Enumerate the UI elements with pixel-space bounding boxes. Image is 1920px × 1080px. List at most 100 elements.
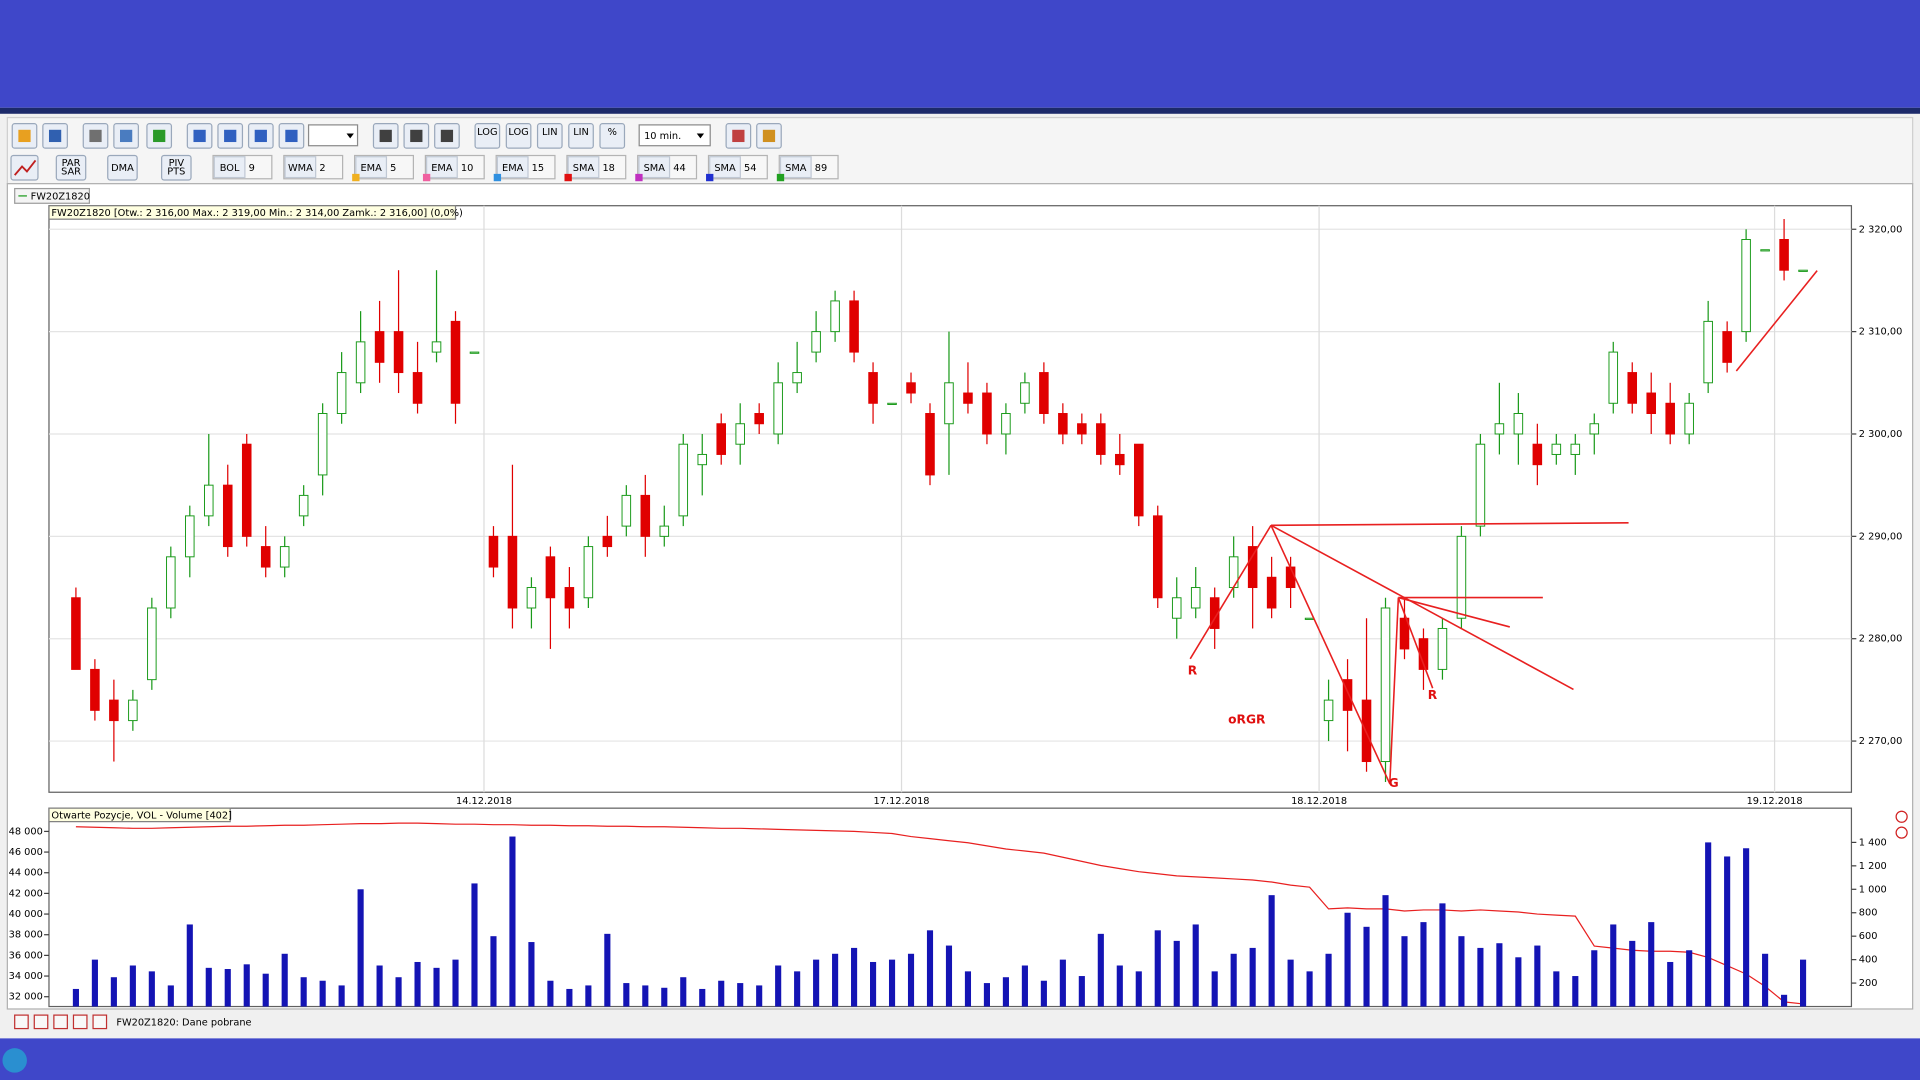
volume-bar <box>395 977 402 1007</box>
drawings <box>1189 270 1818 785</box>
candle-body <box>469 351 480 354</box>
y-tick-label: 34 000 <box>9 971 43 982</box>
toolbar-icon <box>440 129 454 143</box>
tool-label: PTS <box>167 166 185 177</box>
volume-bar <box>224 969 231 1007</box>
toolbar-button[interactable] <box>474 123 501 149</box>
x-tick-label: 14.12.2018 <box>456 796 512 807</box>
timeframe-select[interactable] <box>638 124 711 147</box>
candle-body <box>1760 249 1770 252</box>
toolbar-icon <box>410 129 423 143</box>
volume-bar <box>1401 936 1408 1007</box>
candle-body <box>355 341 366 384</box>
y-tick-label: 48 000 <box>9 826 43 837</box>
trend-line <box>1270 524 1391 785</box>
candle-body <box>1646 392 1656 414</box>
toolbar-icon <box>120 129 133 143</box>
scale-button-label: LIN <box>542 127 558 138</box>
toolbar-button[interactable] <box>107 154 138 181</box>
indicator-name-box <box>284 156 317 179</box>
indicator-period: 89 <box>815 163 827 174</box>
candle-body <box>792 372 802 384</box>
volume-bar <box>964 971 972 1007</box>
volume-bar <box>1686 950 1693 1007</box>
panel-option[interactable] <box>1895 826 1908 839</box>
volume-bar <box>926 930 934 1007</box>
instrument-tab[interactable] <box>14 187 90 204</box>
y2-tick-label: 1 000 <box>1859 884 1887 895</box>
toolbar-icon <box>224 129 237 143</box>
candle-body <box>811 331 821 353</box>
indicator-swatch <box>635 173 643 182</box>
candle-body <box>1665 402 1675 435</box>
volume-bar <box>1458 936 1465 1007</box>
dropdown-arrow <box>346 133 354 139</box>
volume-bar <box>623 983 630 1007</box>
annotation: R <box>1188 664 1198 678</box>
toolbar-button[interactable] <box>55 154 87 181</box>
candle-body <box>1779 239 1789 271</box>
toolbar-icon <box>285 129 298 143</box>
toolbar-icon <box>18 129 31 143</box>
status-icon[interactable] <box>92 1014 108 1030</box>
volume-bar <box>1211 971 1218 1007</box>
annotation: oRGR <box>1228 713 1266 727</box>
volume-bar <box>756 985 763 1007</box>
candle-body <box>1475 443 1486 527</box>
candle-body <box>526 587 537 609</box>
volume-bar <box>1705 842 1712 1007</box>
volume-bar <box>1306 971 1313 1007</box>
candle-body <box>1627 372 1638 404</box>
status-icon[interactable] <box>53 1014 68 1030</box>
candle-body <box>1589 423 1600 435</box>
indicator-name-box <box>496 156 529 179</box>
dropdown[interactable] <box>307 124 359 147</box>
indicator-period: 54 <box>744 163 756 174</box>
candle-body <box>109 699 119 722</box>
status-icon[interactable] <box>14 1014 29 1030</box>
candle-body <box>963 392 973 404</box>
annotation: G <box>1389 776 1399 790</box>
toolbar-icon <box>762 129 776 143</box>
candle-body <box>1551 443 1562 455</box>
tool-label: PAR <box>62 158 81 169</box>
toolbar-button[interactable] <box>505 123 532 149</box>
candle-body <box>412 372 423 404</box>
toolbar-button[interactable] <box>161 154 192 181</box>
volume-bar <box>1648 922 1655 1007</box>
volume-bar <box>1173 940 1180 1007</box>
start-button[interactable] <box>2 1048 27 1073</box>
volume-bar <box>1192 924 1199 1007</box>
volume-bar <box>1116 965 1123 1007</box>
volume-bar <box>1325 953 1332 1007</box>
tool-label: SAR <box>61 166 81 177</box>
candle-body <box>754 413 764 425</box>
status-icon[interactable] <box>33 1014 49 1030</box>
toolbar-icon <box>732 129 745 143</box>
volume-bar <box>642 985 649 1007</box>
price-title: FW20Z1820 [Otw.: 2 316,00 Max.: 2 319,00… <box>51 208 462 219</box>
toolbar-icon <box>193 129 206 143</box>
volume-bar <box>205 967 212 1007</box>
toolbar-icon <box>13 159 37 176</box>
volume-bar <box>1667 961 1674 1007</box>
volume-bar <box>832 953 839 1007</box>
status-icon[interactable] <box>72 1014 88 1030</box>
y-tick-label: 2 290,00 <box>1859 531 1903 542</box>
scale-button-label: LIN <box>573 127 589 138</box>
indicator-period: 10 <box>461 163 473 174</box>
candle-body <box>545 556 556 599</box>
indicator-name: SMA <box>714 163 736 174</box>
volume-bar <box>1021 965 1028 1007</box>
candle-body <box>1513 413 1524 435</box>
volume-bar <box>1382 895 1389 1007</box>
volume-bar <box>1135 971 1142 1007</box>
toolbar-button[interactable] <box>536 123 563 149</box>
trend-line <box>1271 522 1629 527</box>
candle-body <box>1001 413 1011 435</box>
close-panel[interactable] <box>1895 810 1908 823</box>
status-text: FW20Z1820: Dane pobrane <box>116 1017 251 1028</box>
toolbar-button[interactable] <box>599 123 626 149</box>
toolbar-button[interactable] <box>568 123 594 149</box>
